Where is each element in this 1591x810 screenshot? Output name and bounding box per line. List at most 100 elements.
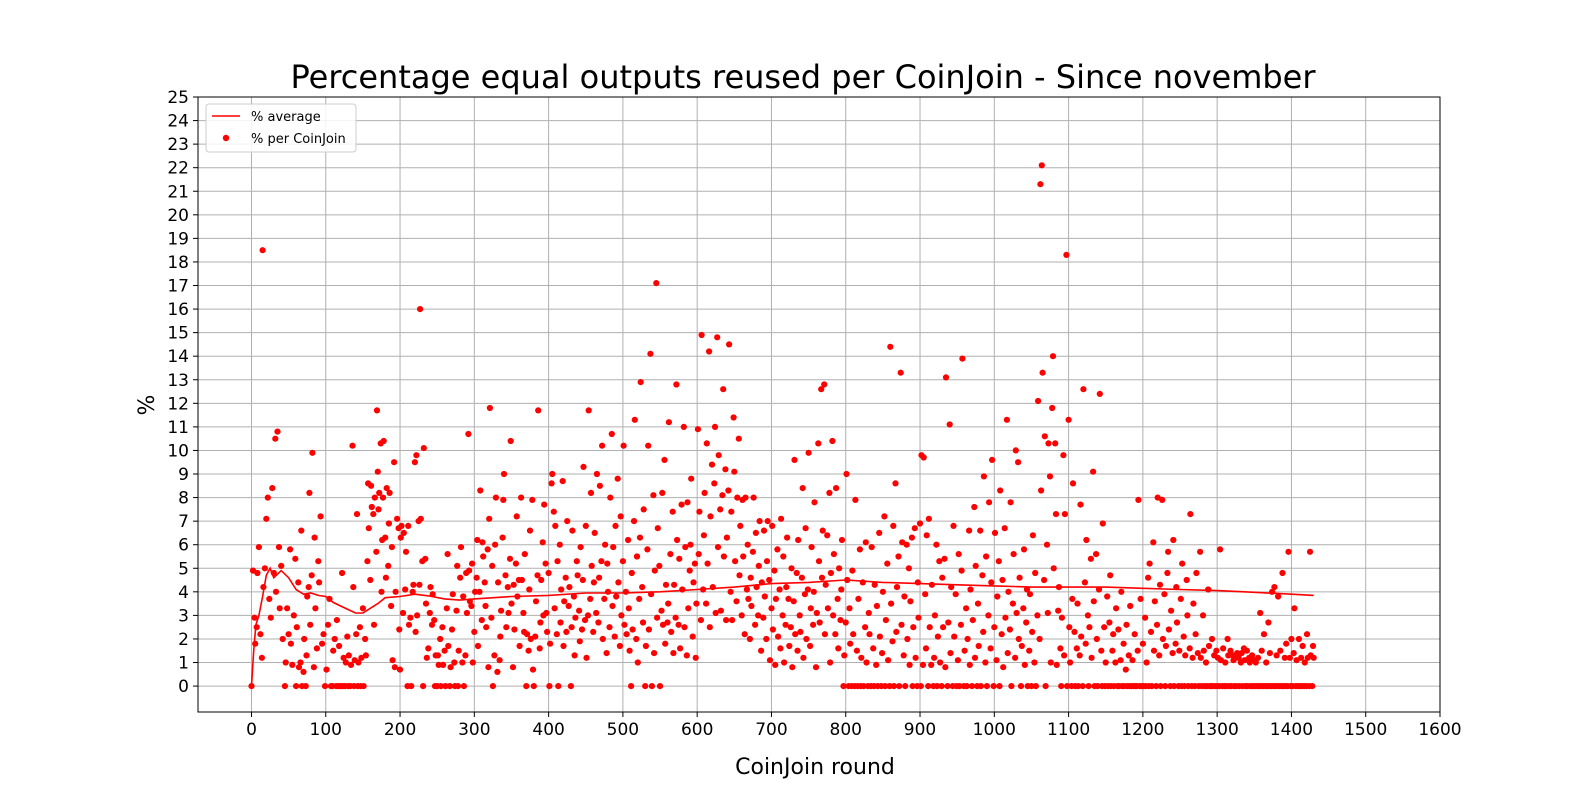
data-point [858,654,865,661]
data-point [285,631,292,638]
data-point [416,581,423,588]
data-point [1260,631,1268,638]
data-point [830,551,838,558]
data-point [557,619,564,626]
data-point [326,595,333,603]
data-point [769,626,777,633]
data-point [1118,588,1125,595]
average-line [250,566,1314,687]
data-point [457,574,464,581]
data-point [248,683,255,690]
data-point [855,595,862,603]
data-point [780,553,787,560]
data-point [738,612,745,619]
data-point [730,414,737,421]
average-line-layer [250,566,1314,687]
data-point [671,581,678,588]
data-point [583,654,590,661]
data-point [1010,551,1017,558]
data-point [1002,614,1009,621]
data-point [711,423,719,430]
data-point [722,466,729,473]
data-point [1012,447,1019,454]
data-point [264,494,271,501]
y-tick-label: 25 [167,88,189,108]
data-point [796,612,803,619]
data-point [729,617,736,624]
data-point [745,595,752,603]
data-point [647,350,654,357]
data-point [772,595,780,603]
data-point [500,496,507,503]
data-point [1186,645,1193,652]
data-point [998,631,1005,638]
data-point [315,558,322,565]
data-point [674,536,681,544]
data-point [1164,569,1171,577]
y-tick-label: 11 [167,418,189,438]
data-point [723,617,730,624]
data-point [888,600,895,607]
data-point [917,683,924,690]
data-point [1017,683,1025,690]
data-point [1288,635,1295,643]
data-point [303,652,310,659]
data-point [1137,595,1144,603]
data-point [808,544,815,551]
data-point [367,576,374,584]
data-point [378,588,385,595]
data-point [669,508,676,515]
data-point [939,574,946,581]
data-point [317,513,324,520]
data-point [370,621,378,628]
data-point [453,607,460,614]
data-point [399,609,407,617]
data-point [685,605,692,612]
y-tick-label: 8 [178,489,189,509]
data-point [574,572,581,579]
data-point [922,591,929,598]
data-point [1050,565,1057,572]
data-point [593,470,601,478]
data-point [879,650,886,657]
data-point [402,548,410,555]
data-point [974,600,982,607]
data-point [995,558,1002,565]
data-point [281,683,288,690]
data-point [782,621,789,628]
data-point [547,640,554,647]
data-point [1057,645,1064,652]
data-point [1301,659,1308,666]
data-point [365,525,372,532]
data-point [535,407,542,414]
data-point [997,487,1004,494]
data-point [443,605,450,612]
x-tick-label: 100 [310,720,342,740]
data-point [1235,654,1242,661]
data-point [405,621,413,628]
data-point [863,659,870,666]
data-point [313,645,320,652]
legend-label-average: % average [251,110,321,125]
data-point [573,558,580,565]
data-point [983,683,991,690]
data-point [793,569,800,577]
data-point [841,652,848,659]
y-tick-label: 12 [167,394,189,414]
y-tick-label: 15 [167,324,189,344]
data-point [606,624,613,631]
data-point [353,631,360,638]
data-point [677,645,684,652]
data-point [792,631,799,638]
data-point [347,661,355,669]
data-point [849,567,856,574]
data-point [695,551,702,558]
data-point [1067,659,1074,666]
data-point [284,605,291,612]
data-point [266,595,273,603]
data-point [700,586,707,593]
data-point [1085,683,1092,690]
data-point [898,621,905,628]
data-point [991,529,999,537]
